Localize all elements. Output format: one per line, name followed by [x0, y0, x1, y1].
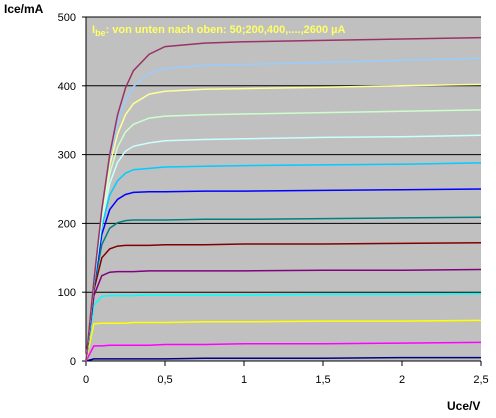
- y-tick-label: 500: [58, 12, 76, 24]
- y-tick-label: 400: [58, 81, 76, 93]
- curve: [85, 216, 482, 362]
- annotation-text: : von unten nach oben: 50;200,400,....,2…: [106, 24, 346, 36]
- x-tick-label: 2,5: [473, 374, 488, 386]
- y-axis-label: Ice/mA: [4, 2, 44, 16]
- x-tick-label: 2: [399, 374, 405, 386]
- curve: [85, 341, 482, 362]
- x-tick-label: 1: [241, 374, 247, 386]
- x-axis-label: Uce/V: [447, 399, 480, 413]
- grid: [82, 16, 482, 366]
- curve: [85, 36, 482, 362]
- curve: [85, 162, 482, 362]
- curve: [85, 292, 482, 362]
- annotation-symbol: I: [92, 24, 95, 36]
- annotation: Ibe: von unten nach oben: 50;200,400,...…: [92, 24, 345, 38]
- x-tick-label: 0,5: [157, 374, 172, 386]
- x-tick-label: 1,5: [315, 374, 330, 386]
- y-tick-label: 0: [70, 356, 76, 368]
- y-tick-label: 300: [58, 150, 76, 162]
- x-tick-label: 0: [83, 374, 89, 386]
- curve: [85, 319, 482, 362]
- curve: [85, 268, 482, 362]
- curve: [85, 241, 482, 362]
- y-tick-label: 200: [58, 218, 76, 230]
- curve: [85, 188, 482, 362]
- curve: [85, 356, 481, 362]
- y-tick-label: 100: [58, 287, 76, 299]
- annotation-subscript: be: [95, 28, 106, 38]
- curve: [85, 134, 482, 362]
- curves: [85, 36, 482, 362]
